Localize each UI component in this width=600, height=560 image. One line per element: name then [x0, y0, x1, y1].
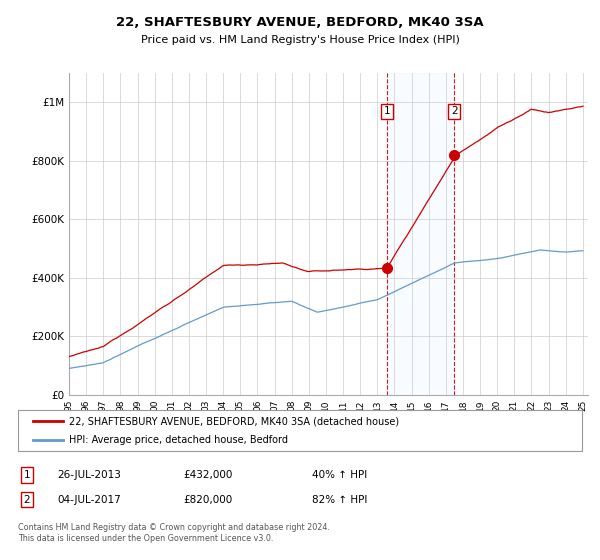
Text: 22, SHAFTESBURY AVENUE, BEDFORD, MK40 3SA: 22, SHAFTESBURY AVENUE, BEDFORD, MK40 3S…	[116, 16, 484, 29]
Text: Price paid vs. HM Land Registry's House Price Index (HPI): Price paid vs. HM Land Registry's House …	[140, 35, 460, 45]
Text: Contains HM Land Registry data © Crown copyright and database right 2024.
This d: Contains HM Land Registry data © Crown c…	[18, 524, 330, 543]
Text: 26-JUL-2013: 26-JUL-2013	[57, 470, 121, 480]
Text: 1: 1	[383, 106, 390, 116]
Text: 22, SHAFTESBURY AVENUE, BEDFORD, MK40 3SA (detached house): 22, SHAFTESBURY AVENUE, BEDFORD, MK40 3S…	[69, 416, 399, 426]
Text: 2: 2	[23, 494, 31, 505]
Text: £820,000: £820,000	[183, 494, 232, 505]
Text: £432,000: £432,000	[183, 470, 232, 480]
Text: 1: 1	[23, 470, 31, 480]
Text: 82% ↑ HPI: 82% ↑ HPI	[312, 494, 367, 505]
Text: 40% ↑ HPI: 40% ↑ HPI	[312, 470, 367, 480]
Bar	[387, 73, 454, 395]
Text: 2: 2	[451, 106, 458, 116]
Text: 04-JUL-2017: 04-JUL-2017	[57, 494, 121, 505]
Text: HPI: Average price, detached house, Bedford: HPI: Average price, detached house, Bedf…	[69, 435, 288, 445]
